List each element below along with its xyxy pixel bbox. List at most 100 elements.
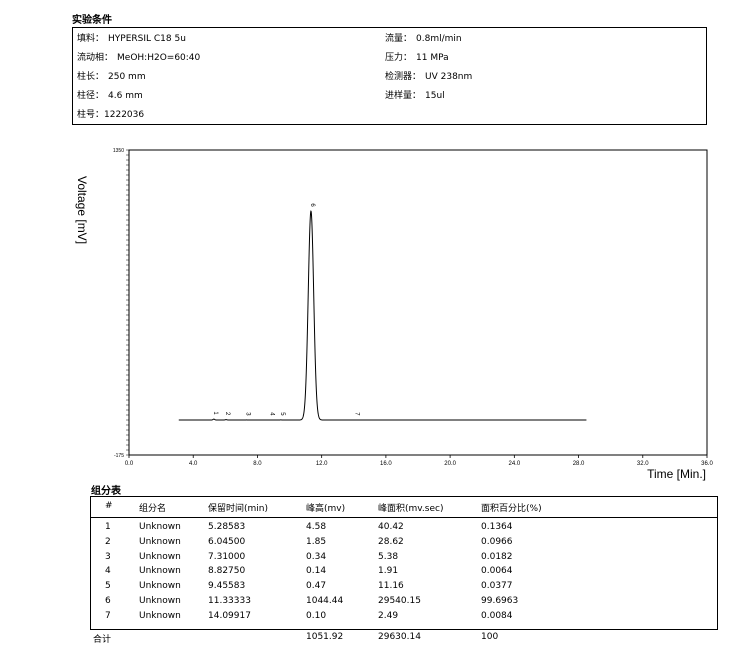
conditions-panel: 填料： HYPERSIL C18 5u 流动相： MeOH:H2O=60:40 柱长… xyxy=(72,27,707,125)
table-cell: 28.62 xyxy=(378,536,404,547)
condition-flow-rate: 流量： 0.8ml/min xyxy=(385,31,462,44)
condition-label: 柱号： xyxy=(77,110,105,120)
table-cell: 1.91 xyxy=(378,566,399,577)
condition-value: 4.6 mm xyxy=(108,91,143,101)
table-cell: 0.10 xyxy=(306,610,327,621)
condition-pressure: 压力： 11 MPa xyxy=(385,50,449,63)
condition-label: 柱径： xyxy=(77,91,105,101)
table-cell: 9.45583 xyxy=(208,581,246,592)
peak-label: 1 xyxy=(212,411,218,415)
table-cell: 5 xyxy=(105,581,111,592)
peak-label: 3 xyxy=(244,412,250,416)
table-total-cell: 100 xyxy=(481,632,499,642)
condition-injection-volume: 进样量： 15ul xyxy=(385,88,445,101)
table-cell: 29540.15 xyxy=(378,596,421,606)
condition-label: 填料： xyxy=(77,34,105,44)
table-cell: 6 xyxy=(105,596,111,606)
table-cell: 7 xyxy=(105,610,111,621)
x-tick-label: 16.0 xyxy=(380,461,392,467)
table-total-cell: 合计 xyxy=(93,635,112,645)
component-table: # 组分名 保留时间(min) 峰高(mv) 峰面积(mv.sec) 面积百分比(%) 1 U… xyxy=(90,496,718,645)
condition-packing: 填料： HYPERSIL C18 5u xyxy=(77,31,186,44)
x-tick-label: 4.0 xyxy=(189,461,198,467)
peak-label: 6 xyxy=(309,203,315,207)
condition-column-diameter: 柱径： 4.6 mm xyxy=(77,88,143,101)
table-cell: 5.28583 xyxy=(208,522,246,532)
table-cell: 0.0377 xyxy=(481,581,513,592)
x-tick-label: 28.0 xyxy=(573,461,585,467)
condition-column-length: 柱长： 250 mm xyxy=(77,69,146,82)
x-tick-label: 0.0 xyxy=(125,461,134,467)
table-cell: 14.09917 xyxy=(208,610,251,621)
condition-label: 检测器： xyxy=(385,72,422,82)
table-total-cell: 1051.92 xyxy=(306,632,344,642)
conditions-title: 实验条件 xyxy=(72,15,112,26)
table-header-cell: 保留时间(min) xyxy=(208,504,268,514)
peak-label: 7 xyxy=(353,412,359,416)
y-tick-label: -175 xyxy=(114,453,124,459)
condition-label: 柱长： xyxy=(77,72,105,82)
table-cell: 0.0966 xyxy=(481,536,513,547)
table-title: 组分表 xyxy=(91,486,121,497)
table-header-cell: 峰面积(mv.sec) xyxy=(378,504,444,514)
table-cell: Unknown xyxy=(139,596,181,606)
table-cell: 6.04500 xyxy=(208,536,246,547)
table-total-cell: 29630.14 xyxy=(378,632,421,642)
condition-detector: 检测器： UV 238nm xyxy=(385,69,472,82)
condition-label: 流量： xyxy=(385,34,413,44)
chromatogram-trace xyxy=(178,210,587,421)
table-cell: 1.85 xyxy=(306,536,327,547)
x-tick-label: 8.0 xyxy=(253,461,262,467)
x-tick-label: 12.0 xyxy=(316,461,328,467)
table-cell: 3 xyxy=(105,551,111,562)
table-cell: 0.0064 xyxy=(481,566,513,577)
x-tick-label: 32.0 xyxy=(637,461,649,467)
condition-value: 11 MPa xyxy=(416,53,449,63)
table-cell: 5.38 xyxy=(378,551,399,562)
table-cell: 4.58 xyxy=(306,522,327,532)
table-cell: Unknown xyxy=(139,551,181,562)
condition-label: 进样量： xyxy=(385,91,422,101)
table-cell: 4 xyxy=(105,566,111,577)
table-cell: 11.16 xyxy=(378,581,404,592)
peak-label: 5 xyxy=(279,412,285,416)
peak-label: 4 xyxy=(269,412,275,416)
table-cell: Unknown xyxy=(139,536,181,547)
condition-value: HYPERSIL C18 5u xyxy=(108,34,186,44)
table-cell: 2.49 xyxy=(378,610,399,621)
table-cell: Unknown xyxy=(139,610,181,621)
table-cell: 0.14 xyxy=(306,566,327,577)
y-tick-label: 1350 xyxy=(113,148,124,154)
table-cell: 0.47 xyxy=(306,581,327,592)
table-cell: 0.0084 xyxy=(481,610,513,621)
table-cell: 1 xyxy=(105,522,111,532)
x-tick-label: 20.0 xyxy=(444,461,456,467)
table-cell: 0.0182 xyxy=(481,551,513,562)
condition-value: 0.8ml/min xyxy=(416,34,462,44)
table-cell: 40.42 xyxy=(378,522,404,532)
table-cell: Unknown xyxy=(139,522,181,532)
condition-value: 15ul xyxy=(425,91,445,101)
x-axis-label: Time [Min.] xyxy=(647,467,706,481)
condition-column-number: 柱号：1222036 xyxy=(77,107,144,120)
table-header-cell: 组分名 xyxy=(139,504,167,514)
table-header-cell: 面积百分比(%) xyxy=(481,504,542,514)
condition-value: UV 238nm xyxy=(425,72,473,82)
table-header-cell: # xyxy=(105,501,113,511)
table-cell: 1044.44 xyxy=(306,596,344,606)
table-cell: Unknown xyxy=(139,581,181,592)
x-tick-label: 36.0 xyxy=(701,461,713,467)
condition-value: 1222036 xyxy=(104,110,145,120)
table-cell: 8.82750 xyxy=(208,566,246,577)
peak-label: 2 xyxy=(224,412,230,416)
table-divider xyxy=(91,517,717,518)
table-cell: 99.6963 xyxy=(481,596,519,606)
table-cell: Unknown xyxy=(139,566,181,577)
condition-label: 流动相： xyxy=(77,53,114,63)
table-header-cell: 峰高(mv) xyxy=(306,504,346,514)
y-axis-label: Voltage [mV] xyxy=(75,176,89,244)
table-cell: 2 xyxy=(105,536,111,547)
table-cell: 0.1364 xyxy=(481,522,513,532)
table-cell: 11.33333 xyxy=(208,596,251,606)
